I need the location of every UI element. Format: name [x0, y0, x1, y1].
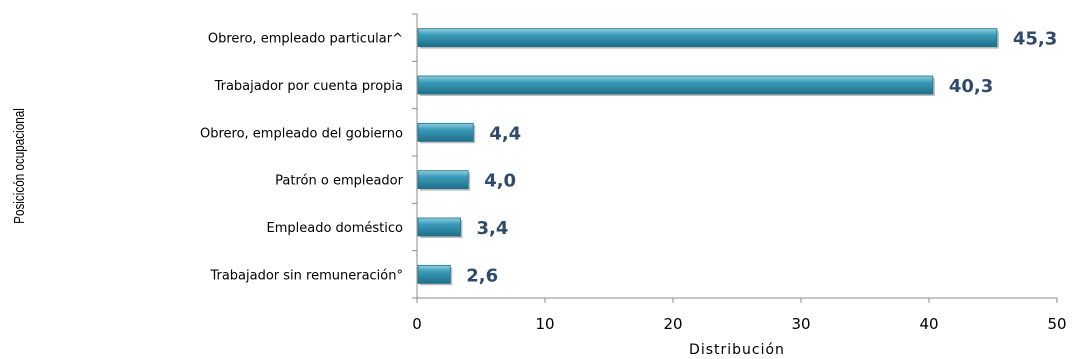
- bar: [417, 122, 474, 142]
- data-label: 3,4: [477, 218, 509, 239]
- data-label: 2,6: [466, 265, 498, 286]
- category-label: Trabajador sin remuneración°: [209, 268, 403, 283]
- bar: [417, 217, 461, 237]
- bar: [417, 170, 469, 190]
- bar: [417, 264, 451, 284]
- x-tick-label: 30: [791, 315, 810, 333]
- data-label: 40,3: [949, 76, 993, 97]
- category-label: Obrero, empleado del gobierno: [200, 126, 403, 141]
- data-label: 45,3: [1013, 29, 1057, 50]
- category-label: Obrero, empleado particular^: [208, 32, 403, 47]
- category-labels: Obrero, empleado particular^ Trabajador p…: [200, 32, 404, 284]
- x-tick-label: 20: [663, 315, 682, 333]
- data-label: 4,4: [489, 123, 521, 144]
- category-label: Empleado doméstico: [267, 221, 404, 236]
- x-tick-label: 50: [1047, 315, 1066, 333]
- bars-layer: [417, 28, 999, 286]
- ticks-layer: 0 10 20 30 40 50: [412, 13, 1067, 333]
- data-label: 4,0: [484, 171, 516, 192]
- y-axis-title: Posicicón ocupacional: [11, 108, 28, 224]
- category-label: Trabajador por cuenta propia: [214, 79, 403, 94]
- x-tick-label: 40: [919, 315, 938, 333]
- x-tick-label: 10: [535, 315, 554, 333]
- bar: [417, 75, 934, 95]
- axis-layer: [416, 14, 1057, 299]
- bar: [417, 28, 998, 48]
- category-label: Patrón o empleador: [275, 174, 403, 189]
- x-tick-label: 0: [412, 315, 422, 333]
- value-labels: 45,3 40,3 4,4 4,0 3,4 2,6: [466, 29, 1057, 287]
- x-axis-title: Distribución: [689, 342, 785, 358]
